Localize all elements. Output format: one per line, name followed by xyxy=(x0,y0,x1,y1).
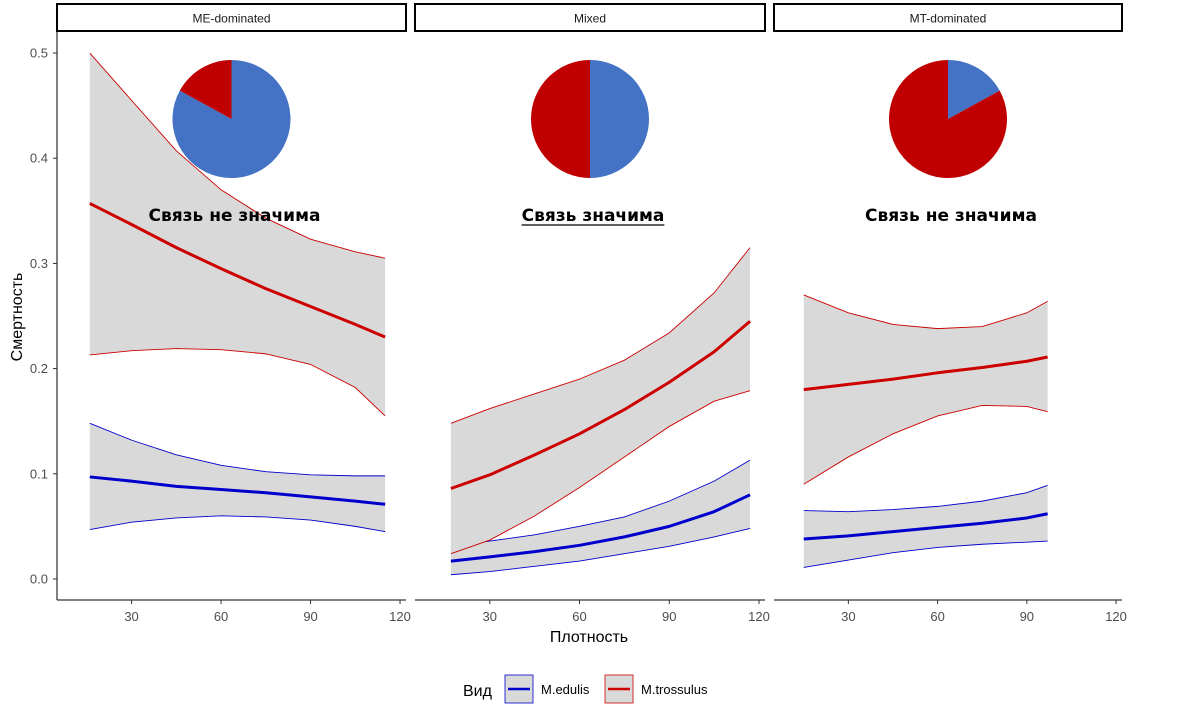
panel-mixed: Mixed 30 60 90 120 Связь значима xyxy=(414,3,770,624)
x-tick-label: 30 xyxy=(483,609,497,624)
upper-bound-trossulus xyxy=(89,52,386,259)
pie-slice-trossulus xyxy=(531,60,590,178)
fit-line-edulis xyxy=(89,475,386,506)
lower-bound-edulis xyxy=(89,515,386,533)
confidence-band-trossulus xyxy=(450,247,751,554)
panel-mt-dominated: MT-dominated 30 60 90 120 Связь не значима xyxy=(773,3,1127,624)
y-tick-label: 0.1 xyxy=(30,466,48,481)
x-tick-label: 60 xyxy=(930,609,944,624)
x-tick-label: 90 xyxy=(1020,609,1034,624)
legend-label-trossulus: M.trossulus xyxy=(641,682,708,697)
fit-line-trossulus xyxy=(89,202,386,339)
x-tick-label: 90 xyxy=(662,609,676,624)
legend: Вид M.edulis M.trossulus xyxy=(463,674,708,704)
confidence-band-edulis xyxy=(89,423,386,532)
facet-strip xyxy=(56,3,407,32)
upper-bound-trossulus xyxy=(450,247,751,424)
lower-bound-edulis xyxy=(450,528,751,576)
upper-bound-edulis xyxy=(89,422,386,477)
confidence-band-edulis xyxy=(803,485,1048,568)
confidence-band-trossulus xyxy=(803,294,1048,485)
lower-bound-trossulus xyxy=(803,404,1048,485)
lower-bound-trossulus xyxy=(89,348,386,417)
facet-strip-label: MT-dominated xyxy=(910,12,987,26)
legend-label-edulis: M.edulis xyxy=(541,682,590,697)
x-tick-label: 90 xyxy=(303,609,317,624)
y-tick-label: 0.5 xyxy=(30,46,48,61)
y-axis-title: Смертность xyxy=(9,273,26,362)
pie-chart xyxy=(172,60,291,179)
significance-annotation: Связь не значима xyxy=(865,206,1037,226)
x-tick-label: 60 xyxy=(572,609,586,624)
y-tick-label: 0.2 xyxy=(30,361,48,376)
lower-bound-trossulus xyxy=(450,390,751,555)
y-tick-label: 0.3 xyxy=(30,256,48,271)
x-tick-label: 60 xyxy=(214,609,228,624)
facet-strip-label: ME-dominated xyxy=(192,12,270,26)
upper-bound-edulis xyxy=(803,484,1048,513)
confidence-band-edulis xyxy=(450,460,751,575)
facet-strip xyxy=(414,3,766,32)
pie-chart xyxy=(889,60,1008,179)
fit-line-trossulus xyxy=(803,355,1048,392)
y-axis: 0.0 0.1 0.2 0.3 0.4 0.5 xyxy=(30,32,58,600)
fit-line-edulis xyxy=(450,493,751,563)
fit-line-trossulus xyxy=(450,320,752,490)
legend-title: Вид xyxy=(463,683,493,700)
facet-strip xyxy=(773,3,1123,32)
y-tick-label: 0.4 xyxy=(30,151,48,166)
pie-slice-trossulus xyxy=(889,60,1008,179)
x-tick-label: 120 xyxy=(748,609,770,624)
facet-strip-label: Mixed xyxy=(574,12,606,26)
pie-slice-edulis xyxy=(590,60,649,178)
significance-annotation: Связь значима xyxy=(522,206,665,226)
fit-line-edulis xyxy=(803,512,1048,541)
pie-slice-edulis xyxy=(172,60,291,179)
panel-me-dominated: ME-dominated 30 60 90 120 Связь не значима xyxy=(56,3,411,624)
x-tick-label: 30 xyxy=(841,609,855,624)
significance-annotation: Связь не значима xyxy=(149,206,321,226)
upper-bound-trossulus xyxy=(803,294,1048,330)
x-tick-label: 30 xyxy=(124,609,138,624)
x-axis-title: Плотность xyxy=(550,629,628,646)
confidence-band-trossulus xyxy=(89,53,386,416)
lower-bound-edulis xyxy=(803,540,1048,568)
y-tick-label: 0.0 xyxy=(30,571,48,586)
pie-slice-edulis xyxy=(948,60,1000,119)
x-tick-label: 120 xyxy=(1105,609,1127,624)
x-tick-label: 120 xyxy=(389,609,411,624)
upper-bound-edulis xyxy=(450,459,751,547)
pie-chart xyxy=(531,60,649,178)
pie-slice-trossulus xyxy=(179,60,232,119)
